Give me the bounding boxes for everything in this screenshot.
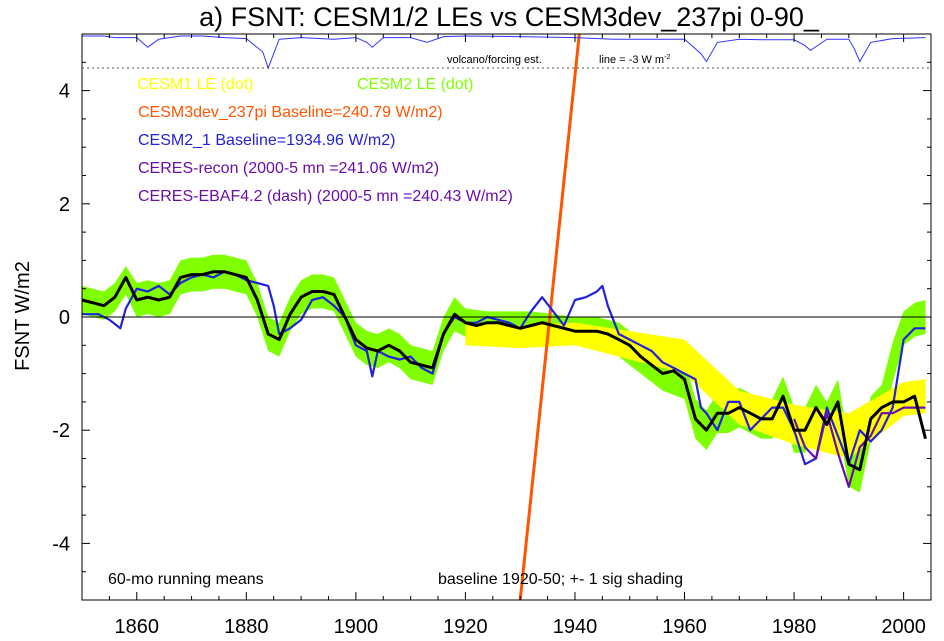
- x-tick-label: 1860: [115, 616, 160, 638]
- x-tick-label: 1940: [553, 616, 598, 638]
- y-tick-label: -4: [52, 533, 70, 555]
- legend-cesm3dev: CESM3dev_237pi Baseline=240.79 W/m2): [138, 104, 443, 121]
- x-tick-label: 2000: [881, 616, 926, 638]
- x-tick-label: 1920: [443, 616, 488, 638]
- axes-layer: 1860 1880 1900 1920 1940 1960 1980 2000 -4 -2 0 2 4: [52, 33, 932, 638]
- bottom-left-note: 60-mo running means: [108, 571, 264, 588]
- y-tick-label: 0: [59, 307, 70, 329]
- bands-layer: [82, 254, 926, 493]
- y-tick-label: 4: [59, 81, 70, 103]
- x-tick-label: 1980: [772, 616, 817, 638]
- series-ceres-recon-line: [793, 406, 926, 488]
- volcano-layer: [82, 35, 926, 70]
- legend-ceres-ebaf: CERES-EBAF4.2 (dash) (2000-5 mn =240.43 …: [138, 188, 513, 205]
- bottom-right-note: baseline 1920-50; +- 1 sig shading: [438, 571, 683, 588]
- legend-cesm2-1: CESM2_1 Baseline=1934.96 W/m2): [138, 132, 395, 149]
- band-cesm1: [465, 322, 926, 459]
- line-note-text: line = -3 W m: [599, 54, 664, 66]
- y-tick-label: -2: [52, 420, 70, 442]
- chart-title: a) FSNT: CESM1/2 LEs vs CESM3dev_237pi 0…: [199, 2, 820, 32]
- x-tick-label: 1880: [224, 616, 269, 638]
- y-tick-label: 2: [59, 194, 70, 216]
- volcano-label: volcano/forcing est.: [447, 54, 542, 66]
- x-tick-label: 1960: [662, 616, 707, 638]
- legend-cesm2: CESM2 LE (dot): [357, 76, 473, 93]
- band-cesm2: [82, 254, 926, 493]
- line-note-sup: -2: [664, 54, 670, 61]
- y-axis-label: FSNT W/m2: [12, 261, 34, 371]
- legend-ceres-recon: CERES-recon (2000-5 mn =241.06 W/m2): [138, 160, 439, 177]
- legend-cesm1: CESM1 LE (dot): [137, 76, 253, 93]
- x-tick-label: 1900: [334, 616, 379, 638]
- series-ensemble-mean-line: [81, 270, 927, 472]
- volcano-forcing-line: [82, 35, 926, 70]
- line-note-label: line = -3 W m-2: [599, 54, 670, 66]
